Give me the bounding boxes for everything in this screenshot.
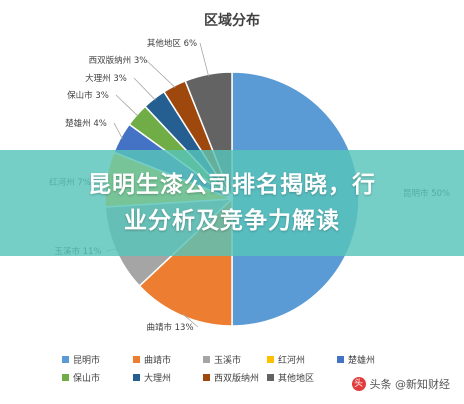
- data-label-4: 楚雄州 4%: [65, 118, 107, 129]
- legend-swatch-8: [267, 374, 274, 381]
- article-title-line-1: 昆明生漆公司排名揭晓，行: [88, 172, 376, 198]
- legend-label-7: 西双版纳州: [214, 372, 259, 384]
- legend-label-6: 大理州: [144, 372, 171, 384]
- legend-label-1: 曲靖市: [144, 354, 171, 366]
- chart-title: 区域分布: [204, 12, 260, 29]
- legend-swatch-4: [337, 356, 344, 363]
- legend-label-8: 其他地区: [278, 372, 314, 384]
- data-label-6: 大理州 3%: [85, 73, 127, 84]
- legend-label-2: 玉溪市: [214, 354, 241, 366]
- legend-label-4: 楚雄州: [348, 354, 375, 366]
- data-label-8: 其他地区 6%: [147, 38, 197, 49]
- legend-swatch-0: [62, 356, 69, 363]
- leader-line-5: [115, 94, 139, 117]
- legend-label-3: 红河州: [278, 354, 305, 366]
- legend-swatch-3: [267, 356, 274, 363]
- legend-swatch-1: [133, 356, 140, 363]
- watermark: 头 头条 @新知财经: [351, 376, 451, 392]
- watermark-text: 头条 @新知财经: [369, 378, 451, 391]
- legend-swatch-2: [203, 356, 210, 363]
- article-title-banner: 昆明生漆公司排名揭晓，行 业分析及竞争力解读: [0, 150, 464, 256]
- leader-line-1: [182, 313, 199, 328]
- toutiao-logo-icon: 头: [351, 377, 366, 391]
- legend-label-0: 昆明市: [73, 354, 100, 366]
- data-label-7: 西双版纳州 3%: [89, 55, 148, 66]
- data-label-1: 曲靖市 13%: [146, 322, 193, 333]
- leader-line-8: [199, 42, 209, 77]
- leader-line-6: [133, 77, 156, 101]
- article-title-line-2: 业分析及竞争力解读: [124, 208, 340, 234]
- legend-swatch-7: [203, 374, 210, 381]
- legend-swatch-5: [62, 374, 69, 381]
- leader-line-4: [113, 122, 123, 139]
- legend-swatch-6: [133, 374, 140, 381]
- legend-label-5: 保山市: [73, 372, 100, 384]
- leader-line-7: [145, 59, 176, 88]
- data-label-5: 保山市 3%: [67, 90, 109, 101]
